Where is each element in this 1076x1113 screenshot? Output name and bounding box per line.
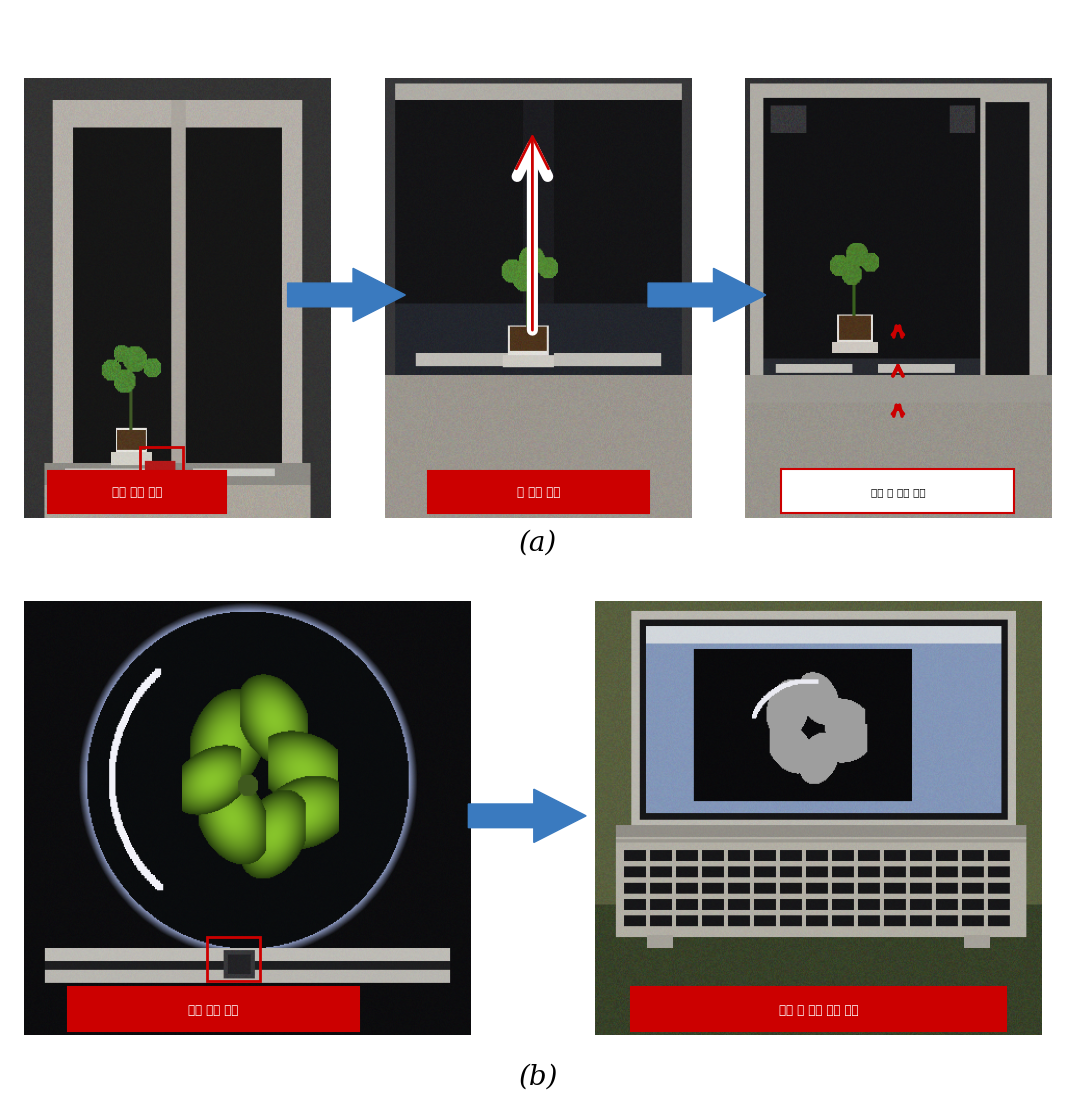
Text: 문 자동 개폘: 문 자동 개폘 xyxy=(516,486,561,499)
Text: 정지 후 형광 영상 측정: 정지 후 형광 영상 측정 xyxy=(779,1004,858,1017)
Polygon shape xyxy=(287,268,406,322)
Text: 이송 감지 센서: 이송 감지 센서 xyxy=(112,486,162,499)
FancyBboxPatch shape xyxy=(631,987,1006,1031)
Text: 이송 감지 센서: 이송 감지 센서 xyxy=(188,1004,239,1017)
Polygon shape xyxy=(648,268,766,322)
Polygon shape xyxy=(468,789,586,843)
Text: (b): (b) xyxy=(519,1064,557,1091)
Text: 개폘 후 자동 이송: 개폘 후 자동 이송 xyxy=(870,487,925,498)
FancyBboxPatch shape xyxy=(48,472,226,513)
FancyBboxPatch shape xyxy=(428,472,649,513)
FancyBboxPatch shape xyxy=(68,987,358,1031)
Text: (a): (a) xyxy=(519,530,557,556)
Bar xyxy=(207,937,260,981)
FancyBboxPatch shape xyxy=(781,470,1015,513)
Bar xyxy=(140,447,183,491)
